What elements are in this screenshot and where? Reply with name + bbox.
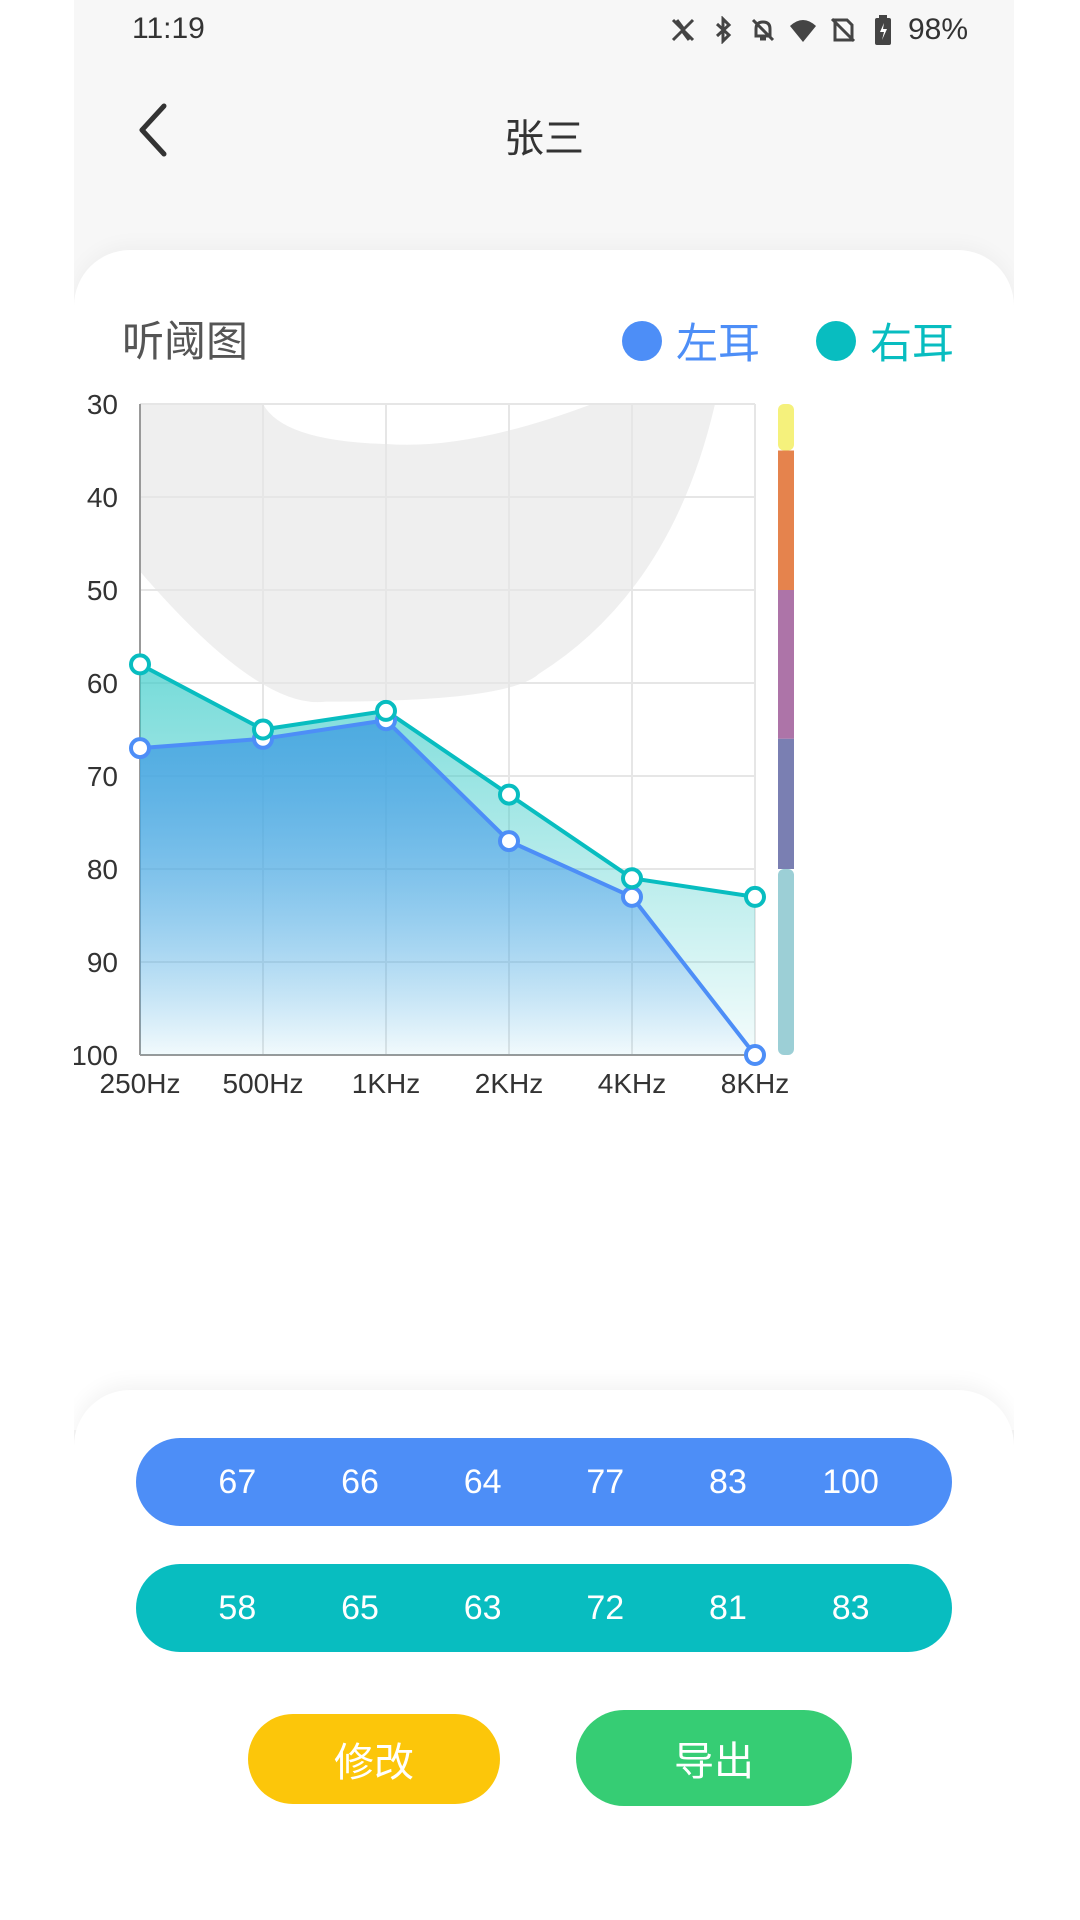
value-cell: 100 [822, 1462, 879, 1501]
value-cell: 66 [341, 1462, 379, 1501]
bluetooth-icon [708, 15, 738, 45]
nav-bar: 张三 [74, 72, 1014, 192]
y-tick-label: 80 [87, 854, 118, 885]
severity-scale-band [778, 450, 794, 590]
value-cell: 63 [463, 1588, 502, 1627]
right-ear-values-row[interactable]: 58 65 63 72 81 83 [136, 1564, 952, 1652]
x-tick-label: 8KHz [721, 1068, 789, 1099]
value-cell: 64 [463, 1462, 502, 1501]
severity-scale-band [778, 738, 794, 869]
value-cell: 65 [341, 1588, 379, 1627]
legend-left-dot [621, 320, 662, 361]
y-tick-label: 40 [87, 482, 118, 513]
value-cell: 81 [709, 1588, 747, 1627]
chevron-left-icon [139, 103, 167, 157]
speech-banana-region [140, 404, 715, 703]
legend-left-ear: 左耳 [621, 310, 760, 371]
x-tick-label: 1KHz [352, 1068, 420, 1099]
value-cell: 77 [586, 1462, 625, 1501]
status-icons: 98% [668, 10, 968, 50]
left-ear-line [139, 718, 757, 1057]
status-bar: 11:19 98% [74, 0, 1014, 60]
nfc-icon [668, 15, 698, 45]
value-cell: 58 [218, 1588, 257, 1627]
status-time: 11:19 [132, 12, 205, 45]
right-ear-point [621, 867, 643, 890]
export-button[interactable]: 导出 [576, 1710, 852, 1806]
y-tick-label: 90 [87, 947, 118, 978]
x-tick-label: 250Hz [100, 1068, 181, 1099]
left-ear-values-row[interactable]: 67 66 64 77 83 100 [136, 1438, 952, 1526]
battery-percent: 98% [907, 13, 968, 46]
audiogram-title: 听阈图 [122, 317, 249, 366]
values-card: 67 66 64 77 83 100 58 65 63 72 81 83 修改 导出 [74, 1390, 1014, 1920]
legend-left-label: 左耳 [675, 319, 760, 368]
wifi-icon [788, 15, 818, 45]
right-ear-point [744, 885, 766, 908]
app-screen: 11:19 98% [74, 0, 1014, 1920]
value-cell: 83 [709, 1462, 747, 1501]
legend-right-label: 右耳 [869, 319, 954, 368]
y-tick-label: 30 [87, 389, 118, 420]
y-tick-label: 60 [87, 668, 118, 699]
left-ear-point [498, 830, 520, 853]
right-ear-point [252, 718, 274, 741]
right-ear-point [375, 699, 397, 722]
x-tick-label: 500Hz [223, 1068, 304, 1099]
left-ear-area [140, 720, 755, 1055]
legend: 左耳 右耳 [621, 310, 954, 371]
y-tick-label: 70 [87, 761, 118, 792]
left-ear-point [621, 885, 643, 908]
severity-scale-band [778, 869, 794, 1055]
right-ear-line [139, 662, 756, 899]
back-button[interactable] [124, 100, 184, 160]
legend-right-dot [815, 320, 856, 361]
no-sim-icon [828, 15, 858, 45]
mute-bell-icon [748, 15, 778, 45]
legend-right-ear: 右耳 [815, 310, 954, 371]
x-tick-label: 4KHz [598, 1068, 666, 1099]
page-title: 张三 [504, 116, 584, 162]
severity-scale-band [778, 590, 794, 739]
y-tick-label: 50 [87, 575, 118, 606]
y-tick-label: 100 [74, 1040, 118, 1071]
value-cell: 83 [831, 1588, 870, 1627]
right-ear-point [129, 653, 151, 676]
x-tick-label: 2KHz [475, 1068, 543, 1099]
left-ear-point [744, 1044, 766, 1066]
audiogram-card: 听阈图 左耳 右耳 [74, 250, 1014, 1430]
battery-icon [868, 15, 898, 45]
right-ear-point [498, 783, 520, 806]
edit-button[interactable]: 修改 [248, 1714, 500, 1804]
left-ear-point [129, 737, 151, 760]
value-cell: 67 [218, 1462, 257, 1501]
severity-scale-band [778, 404, 794, 451]
value-cell: 72 [586, 1588, 625, 1627]
